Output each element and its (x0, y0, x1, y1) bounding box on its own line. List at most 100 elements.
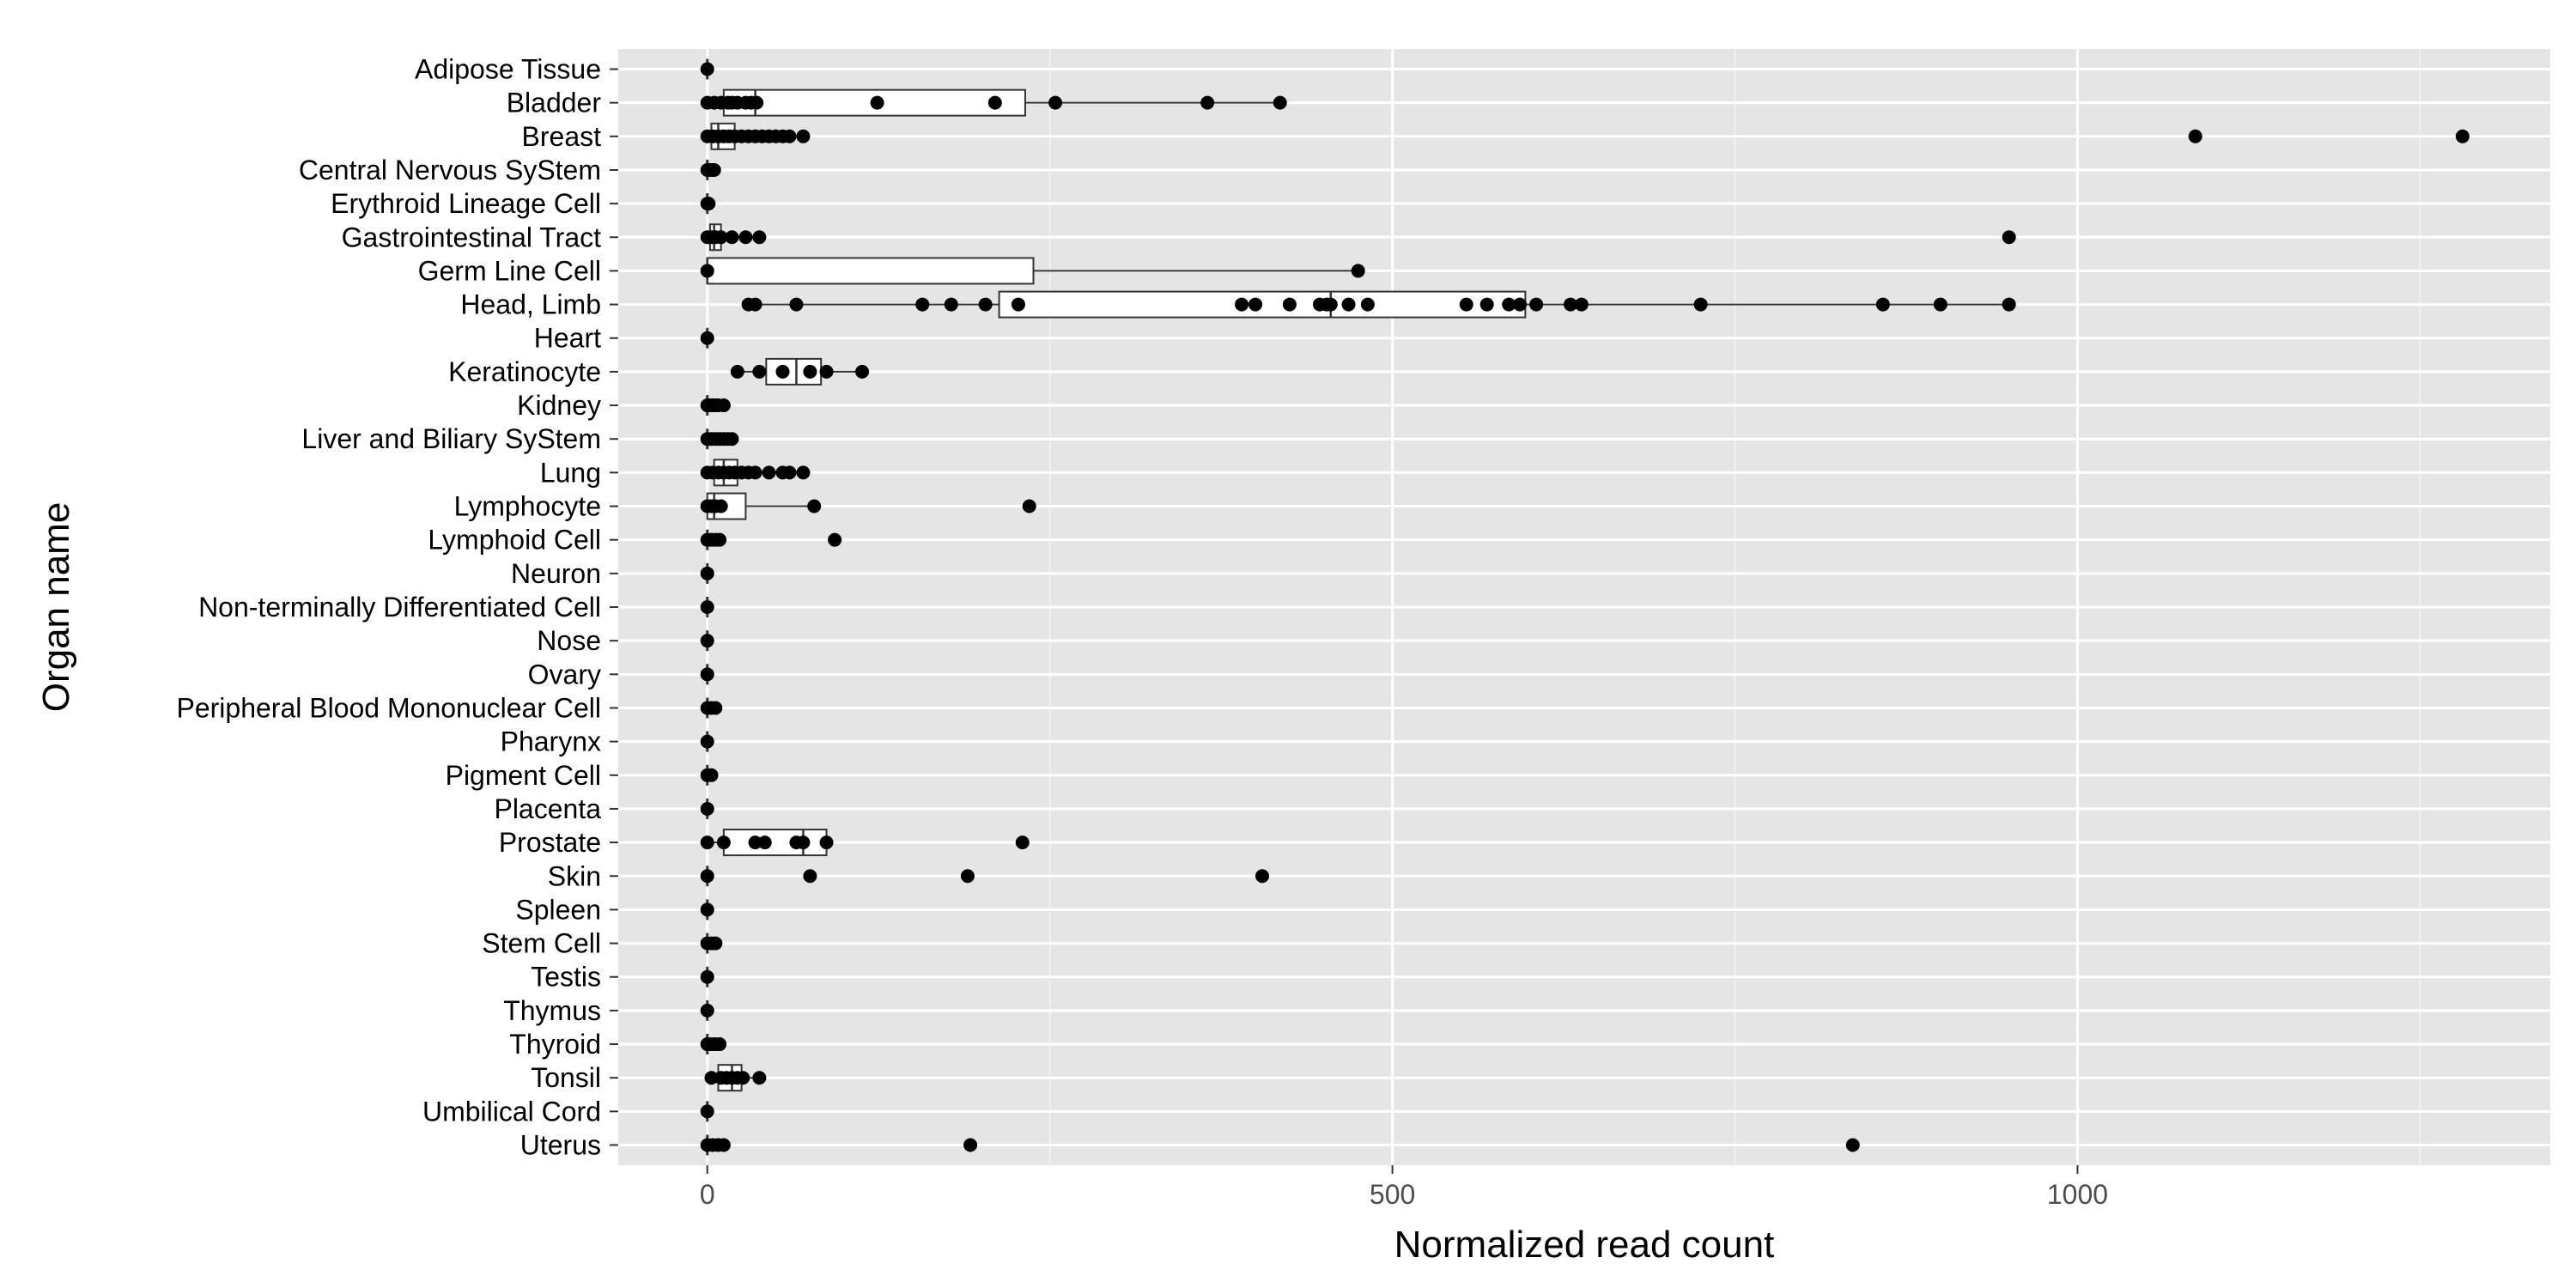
y-tick-label: Breast (522, 121, 602, 152)
data-point (725, 230, 739, 245)
y-tick-label: Prostate (499, 827, 601, 858)
data-point (1459, 297, 1473, 312)
data-point (963, 1138, 978, 1152)
data-point (803, 364, 817, 379)
data-point (748, 465, 762, 480)
y-tick-label: Peripheral Blood Mononuclear Cell (177, 692, 602, 723)
data-point (752, 230, 767, 245)
y-axis-title: Organ name (35, 502, 77, 713)
y-tick-label: Placenta (494, 793, 601, 824)
data-point (1200, 95, 1215, 110)
y-tick-label: Liver and Biliary SyStem (301, 423, 601, 454)
data-point (714, 499, 728, 513)
data-point (1323, 297, 1338, 312)
data-point (796, 835, 811, 850)
data-point (752, 1071, 767, 1085)
data-point (2455, 129, 2470, 143)
data-point (700, 264, 714, 278)
data-point (708, 701, 723, 715)
data-point (1845, 1138, 1860, 1152)
data-point (716, 1138, 731, 1152)
y-tick-label: Pigment Cell (446, 760, 601, 791)
data-point (1529, 297, 1544, 312)
data-point (1564, 297, 1578, 312)
data-point (716, 835, 731, 850)
data-point (1574, 297, 1589, 312)
data-point (736, 1071, 750, 1085)
y-tick-label: Nose (537, 625, 601, 656)
data-point (713, 532, 727, 547)
data-point (1693, 297, 1708, 312)
data-point (707, 162, 721, 177)
data-point (752, 364, 767, 379)
data-point (700, 969, 714, 984)
data-point (1015, 835, 1030, 850)
data-point (725, 432, 739, 447)
data-point (730, 364, 744, 379)
y-tick-label: Pharynx (501, 726, 601, 757)
data-point (700, 634, 714, 648)
data-point (714, 230, 728, 245)
data-point (1011, 297, 1025, 312)
y-tick-label: Uterus (520, 1130, 601, 1161)
y-tick-label: Central Nervous SyStem (299, 155, 601, 185)
data-point (700, 600, 714, 614)
data-point (2002, 297, 2016, 312)
data-point (1048, 95, 1063, 110)
data-point (704, 768, 719, 782)
data-point (708, 936, 723, 951)
data-point (1933, 297, 1947, 312)
data-point (700, 1104, 714, 1119)
y-tick-label: Tonsil (531, 1062, 601, 1093)
data-point (700, 902, 714, 917)
data-point (782, 465, 797, 480)
y-tick-label: Ovary (528, 659, 601, 690)
data-point (750, 95, 764, 110)
data-point (1875, 297, 1890, 312)
y-tick-label: Lung (540, 457, 601, 488)
y-tick-label: Lymphocyte (454, 491, 601, 522)
data-point (987, 95, 1002, 110)
data-point (796, 465, 811, 480)
y-tick-label: Neuron (511, 558, 601, 589)
data-point (1255, 869, 1269, 884)
x-tick-label: 500 (1370, 1179, 1415, 1210)
y-tick-label: Testis (531, 962, 601, 993)
data-point (775, 364, 790, 379)
data-point (1479, 297, 1494, 312)
data-point (789, 297, 804, 312)
data-point (700, 869, 714, 884)
data-point (713, 1037, 727, 1052)
y-gridlines (618, 67, 2550, 1147)
data-point (1235, 297, 1249, 312)
data-point (700, 734, 714, 749)
data-point (700, 667, 714, 682)
y-tick-label: Erythroid Lineage Cell (331, 188, 601, 219)
data-point (807, 499, 822, 513)
x-axis: 0 500 1000 (700, 1165, 2108, 1210)
point-layer (700, 62, 2470, 1152)
y-tick-label: Keratinocyte (448, 356, 601, 387)
data-point (1282, 297, 1297, 312)
x-tick-label: 1000 (2047, 1179, 2108, 1210)
data-point (1513, 297, 1527, 312)
data-point (762, 465, 776, 480)
data-point (870, 95, 884, 110)
data-point (700, 835, 714, 850)
data-point (748, 835, 762, 850)
data-point (796, 129, 811, 143)
data-point (915, 297, 930, 312)
data-point (855, 364, 870, 379)
y-tick-label: Adipose Tissue (415, 53, 601, 84)
x-axis-title: Normalized read count (1394, 1224, 1775, 1266)
data-point (819, 364, 834, 379)
data-point (1360, 297, 1375, 312)
data-point (819, 835, 834, 850)
y-tick-label: Bladder (507, 88, 602, 118)
data-point (748, 297, 762, 312)
y-tick-label: Gastrointestinal Tract (342, 222, 601, 252)
y-tick-label: Kidney (517, 390, 601, 421)
data-point (944, 297, 958, 312)
y-tick-label: Thymus (503, 995, 601, 1026)
